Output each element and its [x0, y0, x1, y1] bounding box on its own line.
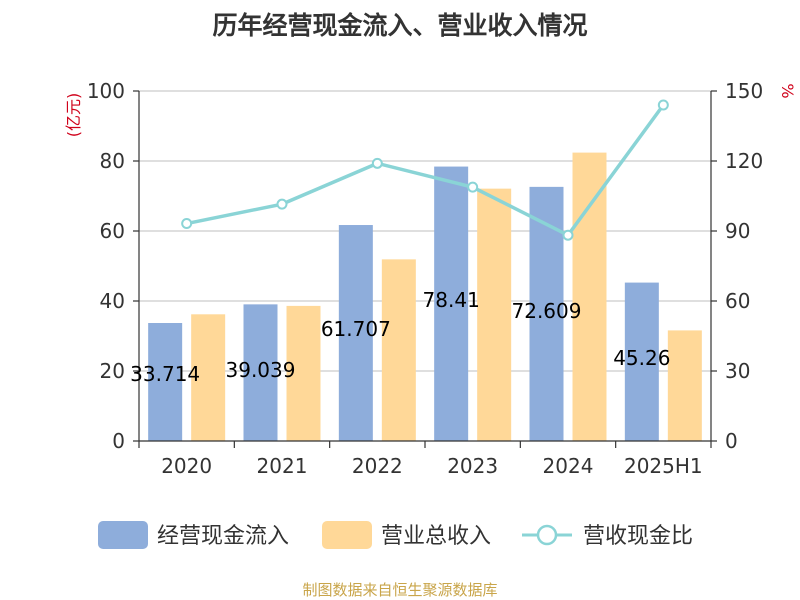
legend-swatch — [322, 521, 372, 549]
ratio-line-point — [562, 229, 574, 241]
right-tick-label: 120 — [725, 149, 763, 173]
ratio-line-path — [186, 103, 665, 238]
data-label-cash-inflow: 61.707 — [321, 317, 391, 341]
left-tick-label: 80 — [100, 149, 125, 173]
x-tick-label: 2024 — [543, 454, 594, 478]
legend: 经营现金流入 营业总收入 营收现金比 — [98, 521, 693, 549]
ratio-line-point — [467, 181, 479, 193]
bar-cash-inflow — [624, 282, 659, 441]
bar-cash-inflow — [243, 304, 278, 441]
right-tick-label: 90 — [725, 219, 750, 243]
data-labels: 33.714 39.039 61.707 78.41 72.609 45.26 — [130, 288, 670, 386]
bar-revenue — [572, 152, 607, 441]
x-tick-label: 2020 — [161, 454, 212, 478]
legend-label: 经营现金流入 — [157, 524, 289, 549]
left-tick-label: 40 — [100, 289, 125, 313]
right-tick-label: 0 — [725, 429, 738, 453]
data-label-cash-inflow: 78.41 — [423, 288, 480, 312]
source-note: 制图数据来自恒生聚源数据库 — [302, 581, 498, 599]
data-label-cash-inflow: 45.26 — [613, 346, 670, 370]
left-tick-label: 0 — [112, 429, 125, 453]
ratio-line-point — [181, 218, 193, 230]
grid-lines — [139, 90, 711, 372]
x-tick-label: 2021 — [257, 454, 308, 478]
data-label-cash-inflow: 72.609 — [512, 299, 582, 323]
ratio-line-point — [371, 157, 383, 169]
left-tick-label: 100 — [87, 79, 125, 103]
right-axis-unit: % — [778, 83, 797, 98]
ratio-line — [181, 99, 669, 241]
ratio-line-point — [657, 99, 669, 111]
bars — [148, 152, 702, 441]
ratio-line-point — [276, 198, 288, 210]
legend-label: 营收现金比 — [583, 524, 693, 549]
bar-cash-inflow — [148, 323, 183, 441]
legend-label: 营业总收入 — [381, 524, 491, 549]
bar-revenue — [191, 314, 226, 441]
right-tick-label: 150 — [725, 79, 763, 103]
left-axis-unit: (亿元) — [64, 93, 83, 138]
bar-cash-inflow — [338, 225, 373, 441]
data-label-cash-inflow: 39.039 — [226, 358, 296, 382]
x-tick-label: 2025H1 — [624, 454, 703, 478]
bar-cash-inflow — [434, 166, 469, 441]
right-tick-label: 30 — [725, 359, 750, 383]
axes: 0 20 40 60 80 100 0 30 60 90 120 150 2020 2021 2022 202… — [64, 79, 797, 478]
chart-title: 历年经营现金流入、营业收入情况 — [212, 11, 588, 40]
bar-revenue — [381, 259, 416, 441]
bar-revenue — [477, 188, 512, 441]
x-tick-label: 2022 — [352, 454, 403, 478]
legend-swatch — [98, 521, 148, 549]
right-tick-label: 60 — [725, 289, 750, 313]
data-label-cash-inflow: 33.714 — [130, 362, 200, 386]
left-tick-label: 20 — [100, 359, 125, 383]
bar-revenue — [667, 330, 702, 441]
legend-swatch-marker — [536, 524, 558, 546]
bar-revenue — [286, 305, 321, 441]
left-tick-label: 60 — [100, 219, 125, 243]
x-tick-label: 2023 — [447, 454, 498, 478]
